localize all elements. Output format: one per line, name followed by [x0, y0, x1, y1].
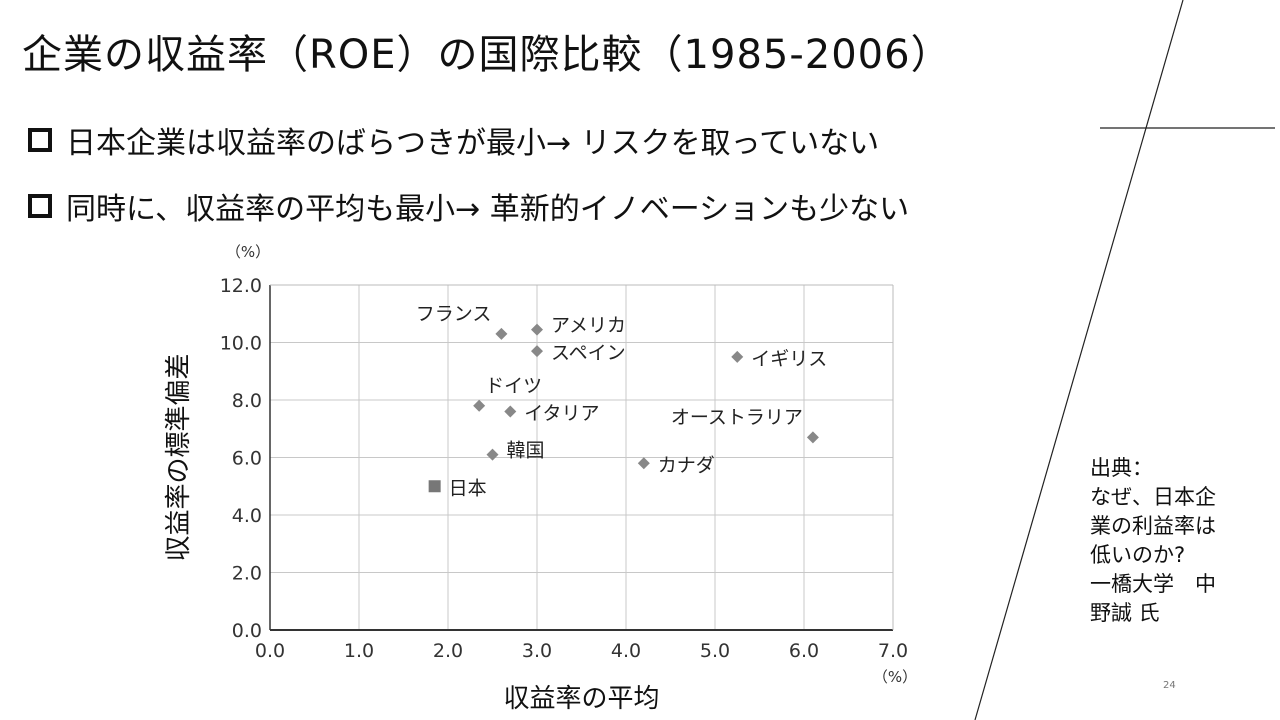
source-line: 低いのか?: [1090, 543, 1186, 567]
source-line: 野誠 氏: [1090, 601, 1160, 625]
data-point-label: 韓国: [507, 440, 545, 462]
data-point-diamond: [486, 448, 499, 461]
source-line: 業の利益率は: [1090, 514, 1216, 538]
data-point-label: 日本: [449, 477, 487, 499]
data-point-label: スペイン: [551, 342, 626, 364]
x-tick-label: 3.0: [522, 640, 552, 662]
data-point-label: イタリア: [524, 403, 599, 425]
data-point-diamond: [531, 345, 543, 358]
y-tick-label: 4.0: [232, 505, 262, 527]
data-point-label: カナダ: [658, 454, 715, 476]
x-unit-label: （%）: [873, 668, 917, 686]
x-axis-title: 収益率の平均: [503, 684, 659, 714]
data-point-diamond: [473, 399, 486, 412]
data-point-diamond: [495, 327, 508, 340]
data-point-label: フランス: [416, 303, 492, 325]
data-point-label: ドイツ: [485, 375, 542, 397]
x-tick-label: 6.0: [789, 640, 819, 662]
bullet-2-text: 同時に、収益率の平均も最小→ 革新的イノベーションも少ない: [66, 192, 910, 227]
y-tick-label: 6.0: [232, 448, 262, 470]
source-line: なぜ、日本企: [1090, 485, 1216, 509]
y-tick-label: 0.0: [232, 620, 262, 642]
source-line: 一橋大学 中: [1090, 572, 1216, 596]
data-point-diamond: [504, 405, 517, 418]
slide-title: 企業の収益率（ROE）の国際比較（1985-2006）: [22, 32, 952, 78]
source-citation: 出典： なぜ、日本企 業の利益率は 低いのか? 一橋大学 中 野誠 氏: [1090, 454, 1250, 628]
y-unit-label: （%）: [226, 243, 270, 261]
bullet-1: 日本企業は収益率のばらつきが最小→ リスクを取っていない: [28, 118, 879, 162]
data-point-label: イギリス: [751, 348, 827, 370]
bullet-1-text: 日本企業は収益率のばらつきが最小→ リスクを取っていない: [66, 126, 880, 161]
bullet-box-icon: [28, 128, 52, 152]
x-tick-label: 5.0: [700, 640, 730, 662]
data-point-label: アメリカ: [551, 315, 626, 337]
data-point-diamond: [806, 431, 819, 444]
bullet-2: 同時に、収益率の平均も最小→ 革新的イノベーションも少ない: [28, 184, 909, 228]
source-line: 出典：: [1090, 456, 1153, 480]
data-point-square: [428, 480, 441, 493]
x-tick-label: 4.0: [611, 640, 641, 662]
diagonal-line: [974, 0, 1184, 720]
x-tick-label: 7.0: [878, 640, 908, 662]
data-point-diamond: [637, 457, 650, 470]
y-axis-title: 収益率の標準偏差: [164, 353, 194, 561]
data-point-diamond: [731, 350, 744, 363]
page-number: 24: [1163, 680, 1176, 691]
y-tick-label: 2.0: [232, 563, 262, 585]
x-tick-label: 1.0: [344, 640, 374, 662]
bullet-box-icon: [28, 194, 52, 218]
y-tick-label: 12.0: [220, 275, 262, 297]
data-point-diamond: [531, 323, 543, 336]
y-tick-label: 10.0: [220, 333, 262, 355]
y-tick-label: 8.0: [232, 390, 262, 412]
x-tick-label: 2.0: [433, 640, 463, 662]
data-point-label: オーストラリア: [671, 406, 803, 428]
x-tick-label: 0.0: [255, 640, 285, 662]
